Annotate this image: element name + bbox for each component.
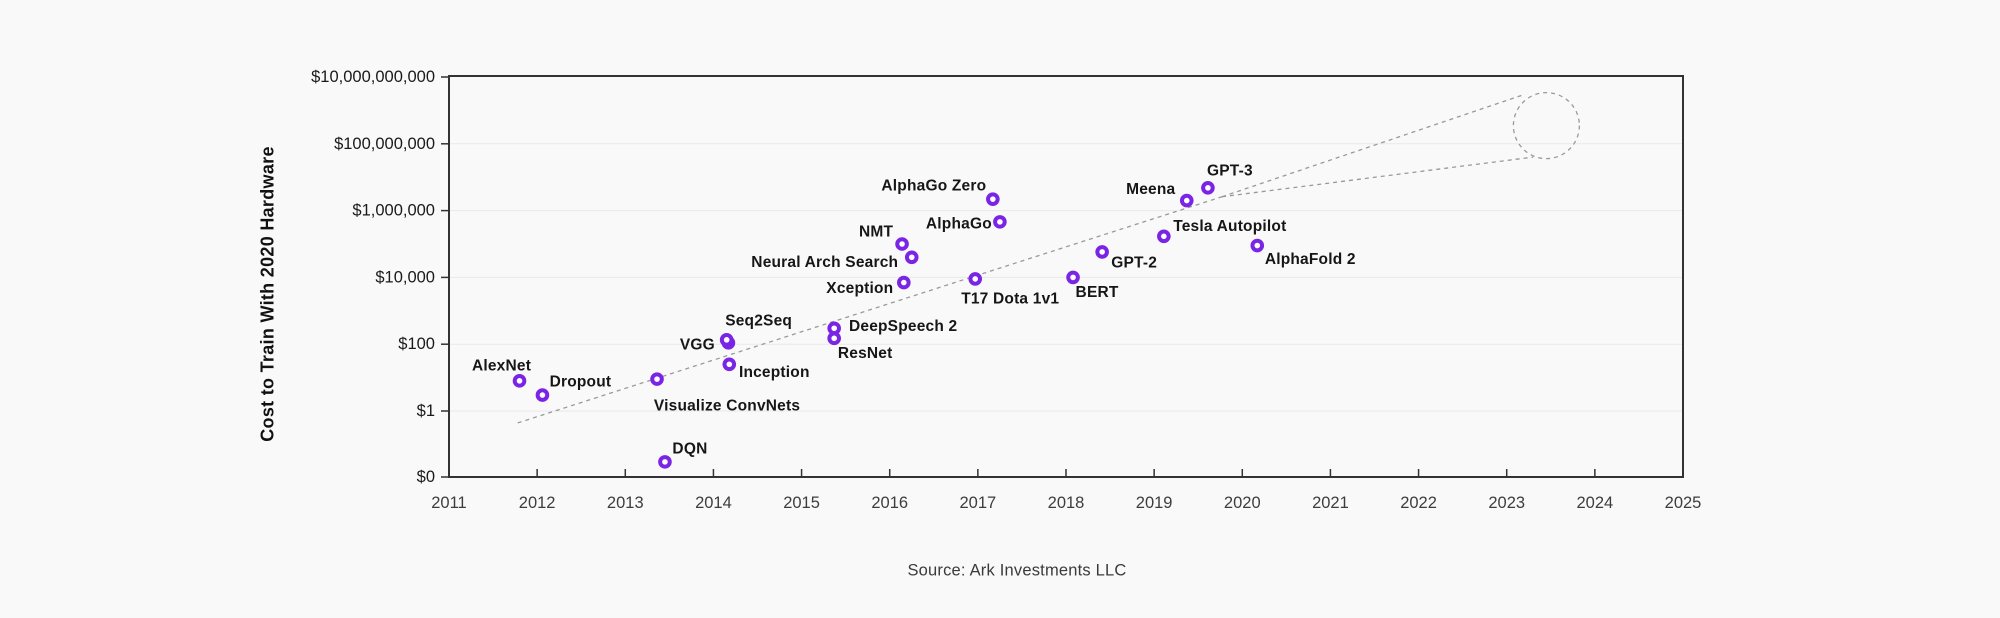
x-tick-label: 2023 bbox=[1488, 494, 1525, 512]
data-point-label: AlexNet bbox=[472, 357, 531, 374]
data-point-label: VGG bbox=[680, 336, 715, 353]
trend-line-main bbox=[517, 196, 1223, 424]
data-point bbox=[993, 215, 1007, 229]
data-point bbox=[1179, 193, 1194, 208]
trend-line-upper bbox=[1221, 93, 1525, 198]
y-tick-label: $1,000,000 bbox=[352, 202, 435, 220]
data-point bbox=[1157, 229, 1171, 244]
data-point-label: DeepSpeech 2 bbox=[849, 318, 957, 335]
y-tick-label: $10,000,000,000 bbox=[311, 68, 435, 86]
data-point bbox=[1095, 245, 1109, 259]
data-point bbox=[512, 374, 527, 388]
data-point bbox=[1066, 270, 1080, 285]
x-tick-label: 2011 bbox=[431, 494, 466, 512]
data-point bbox=[1250, 238, 1265, 253]
data-point bbox=[1201, 181, 1215, 195]
trend-line-lower bbox=[1221, 156, 1534, 198]
data-point bbox=[827, 321, 841, 336]
x-tick-label: 2019 bbox=[1136, 494, 1173, 512]
data-point bbox=[968, 272, 983, 286]
y-tick-label: $1 bbox=[417, 402, 435, 420]
x-tick-label: 2021 bbox=[1312, 494, 1349, 512]
x-tick-label: 2013 bbox=[607, 494, 644, 512]
data-point bbox=[722, 357, 737, 372]
data-point-label: Neural Arch Search bbox=[751, 254, 898, 271]
x-tick-label: 2020 bbox=[1224, 494, 1261, 512]
x-tick-label: 2016 bbox=[871, 494, 908, 512]
data-point-label: ResNet bbox=[838, 345, 893, 362]
x-tick-label: 2012 bbox=[519, 494, 556, 512]
data-point bbox=[719, 333, 734, 347]
x-tick-label: 2015 bbox=[783, 494, 820, 512]
y-tick-label: $100 bbox=[398, 335, 435, 353]
x-tick-label: 2022 bbox=[1400, 494, 1437, 512]
data-point-label: BERT bbox=[1076, 284, 1119, 301]
x-tick-label: 2024 bbox=[1576, 494, 1613, 512]
data-point-label: Tesla Autopilot bbox=[1173, 218, 1286, 235]
x-tick-label: 2017 bbox=[959, 494, 996, 512]
data-point-label: AlphaGo Zero bbox=[881, 178, 986, 195]
data-point-label: Visualize ConvNets bbox=[654, 398, 800, 415]
data-point-label: Dropout bbox=[550, 374, 612, 391]
data-point bbox=[895, 237, 909, 251]
data-point-label: T17 Dota 1v1 bbox=[961, 290, 1059, 307]
y-tick-label: $10,000 bbox=[375, 268, 435, 286]
data-point-label: GPT-3 bbox=[1207, 162, 1253, 179]
data-point bbox=[658, 455, 672, 469]
data-point bbox=[986, 192, 1000, 206]
data-point-label: NMT bbox=[859, 224, 894, 241]
data-point-label: Seq2Seq bbox=[725, 312, 792, 329]
data-point-label: Inception bbox=[739, 364, 810, 381]
y-tick-label: $0 bbox=[417, 468, 435, 486]
data-point bbox=[904, 250, 919, 265]
data-point bbox=[535, 388, 550, 402]
plot-border bbox=[448, 75, 1684, 478]
x-tick-label: 2014 bbox=[695, 494, 732, 512]
data-point bbox=[897, 275, 911, 290]
data-point-label: AlphaGo bbox=[926, 215, 992, 232]
data-point-label: GPT-2 bbox=[1111, 254, 1157, 271]
data-point-label: AlphaFold 2 bbox=[1265, 251, 1356, 268]
x-tick-label: 2018 bbox=[1048, 494, 1085, 512]
source-note: Source: Ark Investments LLC bbox=[907, 561, 1127, 580]
data-point-label: Xception bbox=[826, 280, 893, 297]
x-tick-label: 2025 bbox=[1665, 494, 1702, 512]
y-tick-label: $100,000,000 bbox=[334, 135, 435, 153]
data-point-label: DQN bbox=[672, 440, 707, 457]
forecast-circle bbox=[1512, 91, 1581, 160]
data-point-label: Meena bbox=[1126, 181, 1175, 198]
data-point bbox=[650, 372, 664, 386]
